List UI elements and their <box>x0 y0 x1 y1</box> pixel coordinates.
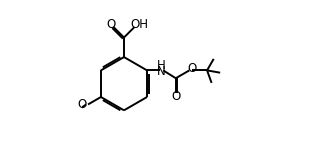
Text: OH: OH <box>130 18 148 31</box>
Text: O: O <box>107 18 116 31</box>
Text: O: O <box>77 98 86 111</box>
Text: O: O <box>171 90 180 103</box>
Text: H: H <box>157 59 166 72</box>
Text: O: O <box>187 62 196 75</box>
Text: N: N <box>157 65 166 79</box>
